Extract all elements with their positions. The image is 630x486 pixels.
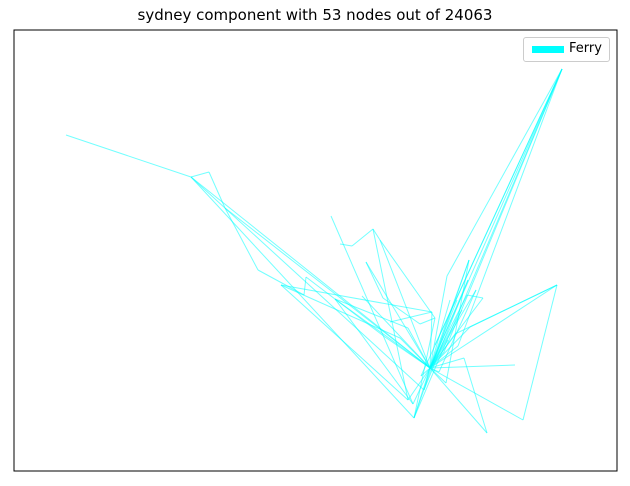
ferry-edge (389, 311, 433, 323)
legend-swatch-ferry (532, 46, 564, 53)
ferry-edge (224, 207, 259, 271)
legend-label-ferry: Ferry (569, 41, 602, 56)
ferry-edge (190, 176, 425, 391)
ferry-edge (334, 298, 414, 405)
edge-layer (65, 68, 563, 434)
ferry-edge (351, 228, 374, 247)
ferry-edge (466, 294, 484, 299)
ferry-edge (419, 317, 436, 325)
ferry-edge (365, 261, 384, 299)
ferry-edge (457, 68, 563, 347)
ferry-edge (65, 134, 192, 178)
ferry-edge (339, 243, 353, 247)
ferry-edge (463, 357, 488, 434)
ferry-edge (208, 171, 226, 209)
ferry-edge (413, 68, 563, 419)
ferry-edge (423, 279, 469, 391)
ferry-edge (365, 261, 431, 369)
ferry-edge (280, 284, 401, 339)
ferry-edge (429, 364, 516, 369)
chart-title: sydney component with 53 nodes out of 24… (137, 6, 493, 24)
ferry-edge (420, 367, 431, 377)
ferry-edge (446, 68, 563, 277)
legend: Ferry (523, 37, 610, 62)
ferry-edge (190, 176, 415, 419)
ferry-edge (303, 276, 307, 296)
ferry-edge (379, 239, 436, 319)
ferry-edge (372, 228, 409, 401)
ferry-edge (469, 284, 558, 328)
ferry-edge (334, 298, 409, 329)
ferry-edge (382, 297, 421, 325)
ferry-edge (522, 284, 558, 421)
ferry-edge (429, 367, 488, 434)
ferry-edge (334, 298, 431, 369)
ferry-edge (429, 294, 468, 369)
plot-frame (13, 29, 618, 472)
ferry-edge (429, 367, 447, 384)
ferry-edge (330, 215, 414, 405)
ferry-edge (412, 367, 431, 405)
ferry-edge (429, 367, 524, 421)
ferry-edge (190, 171, 210, 178)
ferry-edge (399, 337, 431, 369)
ferry-edge (372, 228, 381, 241)
ferry-edge (429, 311, 433, 369)
ferry-edge (420, 68, 563, 377)
ferry-edge (429, 68, 563, 369)
ferry-edge (379, 239, 431, 369)
ferry-edge (407, 367, 431, 401)
ferry-edge (190, 176, 431, 369)
ferry-edge (445, 259, 470, 384)
ferry-edge (429, 367, 440, 373)
ferry-edge (438, 289, 477, 373)
ferry-edge (429, 275, 448, 369)
